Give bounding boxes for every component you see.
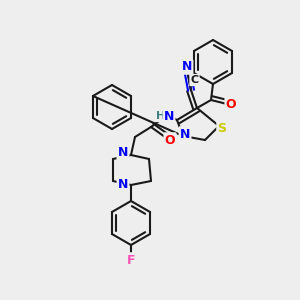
Text: N: N <box>118 146 128 160</box>
Text: N: N <box>164 110 174 122</box>
Text: S: S <box>218 122 226 134</box>
Text: O: O <box>165 134 175 146</box>
Text: N: N <box>182 61 192 74</box>
Text: C: C <box>190 75 199 85</box>
Text: N: N <box>118 178 128 191</box>
Text: O: O <box>226 98 236 110</box>
Text: N: N <box>180 128 190 140</box>
Text: H: H <box>156 111 166 121</box>
Text: F: F <box>127 254 135 266</box>
